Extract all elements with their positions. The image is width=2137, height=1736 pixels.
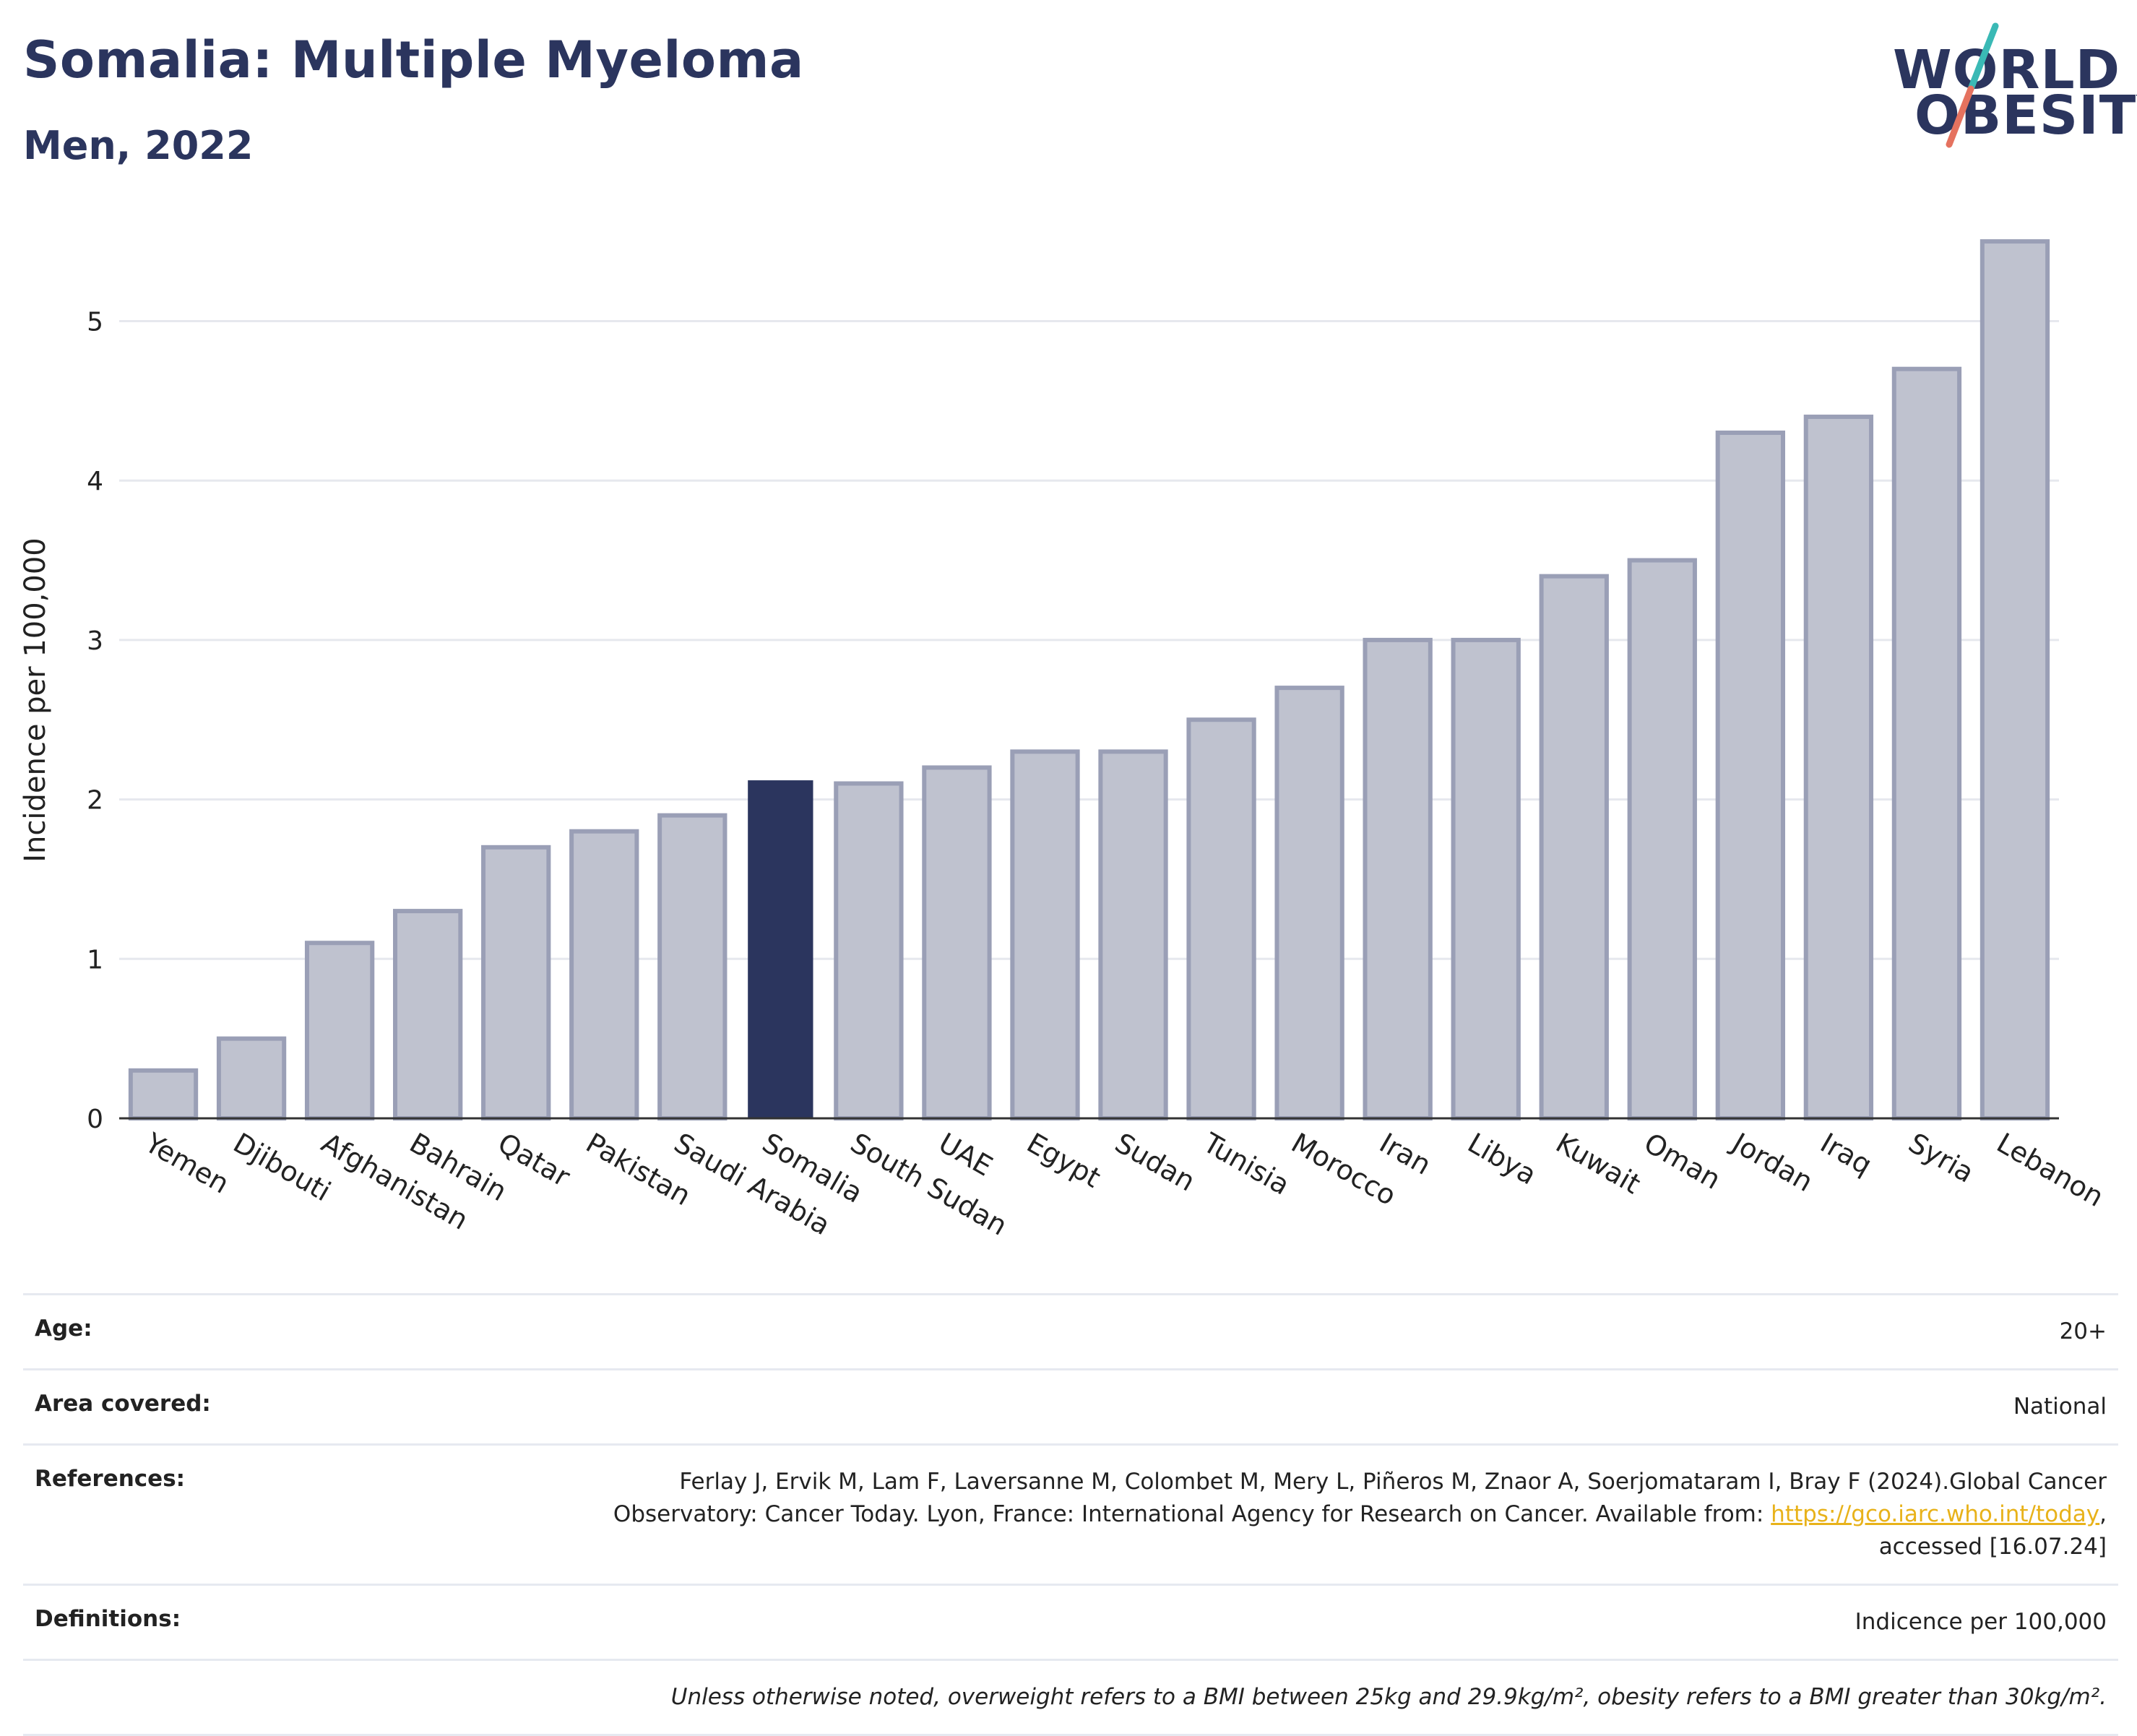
bar-egypt[interactable]	[1010, 749, 1080, 1121]
age-row: Age: 20+	[23, 1293, 2118, 1368]
x-tick-label: Libya	[1462, 1127, 1542, 1191]
y-tick-label: 2	[87, 786, 103, 816]
bars	[128, 239, 2050, 1121]
y-tick-label: 4	[87, 467, 103, 496]
references-label: References:	[35, 1465, 186, 1492]
references-value: Ferlay J, Ervik M, Lam F, Laversanne M, …	[613, 1466, 2107, 1563]
references-line3: accessed [16.07.24]	[1878, 1533, 2107, 1560]
x-tick-label: Sudan	[1110, 1127, 1201, 1198]
area-row: Area covered: National	[23, 1368, 2118, 1443]
y-tick-label: 1	[87, 945, 103, 975]
bar-pakistan[interactable]	[569, 829, 639, 1120]
references-line1: Ferlay J, Ervik M, Lam F, Laversanne M, …	[679, 1468, 2107, 1495]
x-tick-label: Iraq	[1815, 1127, 1877, 1181]
y-tick-label: 3	[87, 626, 103, 656]
bar-chart: 012345YemenDjiboutiAfghanistanBahrainQat…	[19, 239, 2109, 1242]
x-tick-label: Iran	[1374, 1127, 1436, 1181]
bar-yemen[interactable]	[128, 1068, 199, 1120]
x-tick-label: South Sudan	[845, 1127, 1013, 1242]
x-tick-label: Tunisia	[1197, 1126, 1295, 1201]
bar-sudan[interactable]	[1098, 749, 1168, 1121]
references-row: References: Ferlay J, Ervik M, Lam F, La…	[23, 1443, 2118, 1584]
note-row: Unless otherwise noted, overweight refer…	[23, 1658, 2118, 1736]
world-obesity-logo: WORLD OBESITY	[1886, 20, 2137, 154]
bar-tunisia[interactable]	[1186, 717, 1256, 1120]
references-line2-end: ,	[2099, 1500, 2107, 1527]
y-axis-title: Incidence per 100,000	[19, 537, 52, 863]
y-tick-label: 5	[87, 307, 103, 337]
definitions-value: Indicence per 100,000	[1855, 1608, 2107, 1635]
x-tick-label: Jordan	[1726, 1126, 1818, 1199]
obesity-definition-note: Unless otherwise noted, overweight refer…	[670, 1683, 2107, 1710]
definitions-row: Definitions: Indicence per 100,000	[23, 1583, 2118, 1659]
references-link[interactable]: https://gco.iarc.who.int/today	[1771, 1500, 2100, 1527]
bar-iran[interactable]	[1363, 637, 1433, 1120]
x-tick-label: Lebanon	[1991, 1127, 2109, 1213]
age-label: Age:	[35, 1316, 92, 1342]
bar-syria[interactable]	[1891, 366, 1962, 1120]
y-tick-label: 0	[87, 1105, 103, 1134]
x-tick-label: Oman	[1639, 1127, 1726, 1196]
page-subtitle: Men, 2022	[23, 123, 254, 168]
bar-libya[interactable]	[1451, 637, 1521, 1120]
bar-djibouti[interactable]	[216, 1036, 287, 1121]
bar-south-sudan[interactable]	[834, 781, 904, 1120]
x-tick-label: Yemen	[139, 1126, 235, 1200]
bar-uae[interactable]	[922, 765, 992, 1120]
age-value: 20+	[2059, 1318, 2107, 1344]
bar-jordan[interactable]	[1715, 430, 1785, 1120]
bar-saudi-arabia[interactable]	[657, 813, 728, 1121]
x-tick-label: Kuwait	[1550, 1127, 1646, 1201]
bar-afghanistan[interactable]	[304, 941, 375, 1120]
bar-somalia[interactable]	[748, 780, 813, 1118]
bar-oman[interactable]	[1627, 558, 1697, 1120]
area-label: Area covered:	[35, 1390, 211, 1417]
definitions-label: Definitions:	[35, 1605, 181, 1632]
x-tick-label: Syria	[1903, 1127, 1979, 1189]
bar-morocco[interactable]	[1274, 686, 1344, 1120]
x-tick-label: Djibouti	[228, 1127, 337, 1208]
bar-iraq[interactable]	[1803, 414, 1874, 1120]
area-value: National	[2013, 1393, 2107, 1420]
logo-slash-icon	[1946, 22, 1999, 148]
bar-bahrain[interactable]	[393, 909, 463, 1120]
bar-qatar[interactable]	[481, 845, 551, 1120]
bar-lebanon[interactable]	[1980, 239, 2050, 1120]
references-line2: Observatory: Cancer Today. Lyon, France:…	[613, 1500, 1771, 1527]
x-tick-label: Egypt	[1022, 1127, 1106, 1194]
logo-text-line1: WORLD	[1893, 39, 2121, 101]
bar-kuwait[interactable]	[1539, 574, 1609, 1120]
metadata-table: Age: 20+ Area covered: National Referenc…	[23, 1293, 2118, 1736]
page-title: Somalia: Multiple Myeloma	[23, 30, 804, 90]
